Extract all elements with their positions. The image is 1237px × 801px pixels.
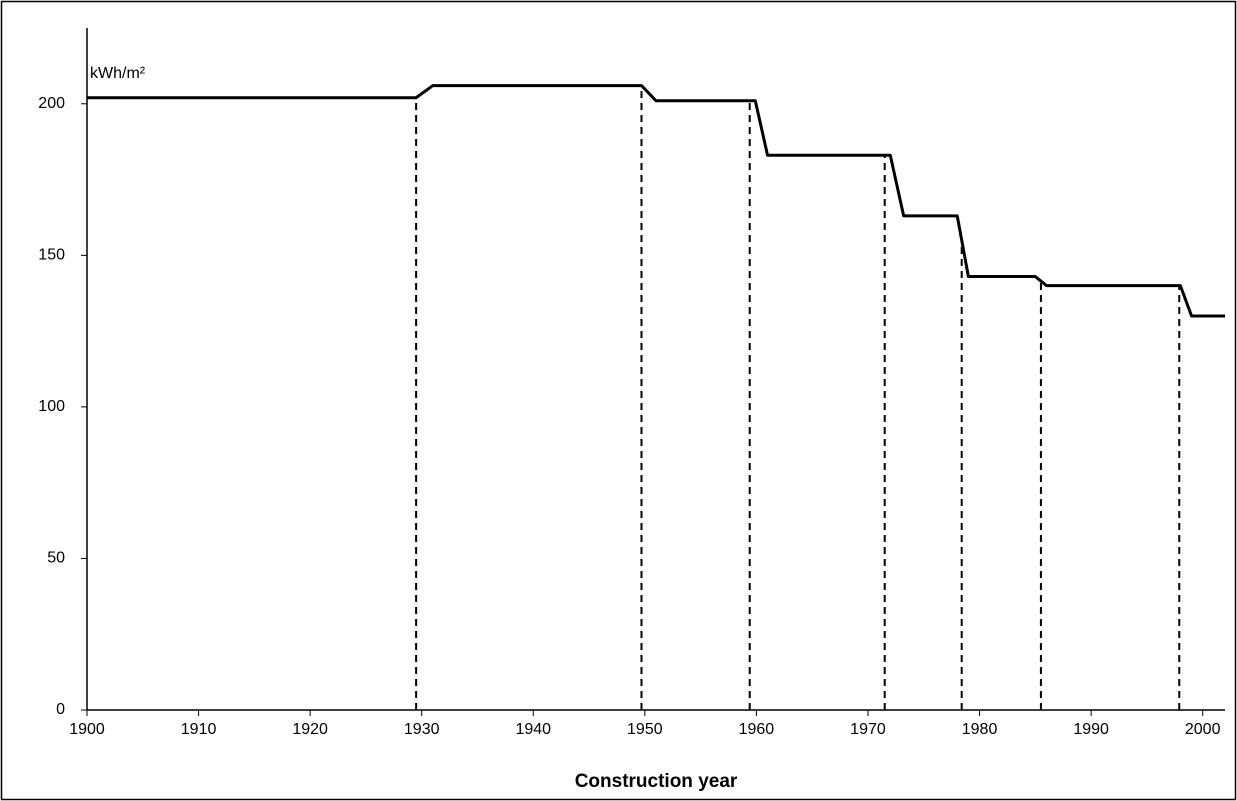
x-tick-label: 1970 — [850, 721, 886, 738]
x-tick-label: 1960 — [739, 721, 775, 738]
y-tick-label: 200 — [38, 95, 65, 112]
x-axis-label: Construction year — [575, 771, 738, 792]
x-tick-label: 1910 — [181, 721, 217, 738]
y-tick-label: 150 — [38, 247, 65, 264]
y-tick-label: 100 — [38, 398, 65, 415]
x-tick-label: 1980 — [962, 721, 998, 738]
x-tick-label: 1920 — [292, 721, 328, 738]
y-axis-label: kWh/m² — [90, 65, 146, 82]
x-tick-label: 1900 — [69, 721, 105, 738]
x-tick-label: 1930 — [404, 721, 440, 738]
x-tick-label: 2000 — [1185, 721, 1221, 738]
y-tick-label: 50 — [47, 550, 65, 567]
x-tick-label: 1940 — [515, 721, 551, 738]
x-tick-label: 1950 — [627, 721, 663, 738]
x-tick-label: 1990 — [1073, 721, 1109, 738]
y-tick-label: 0 — [56, 701, 65, 718]
data-line — [87, 84, 1225, 318]
